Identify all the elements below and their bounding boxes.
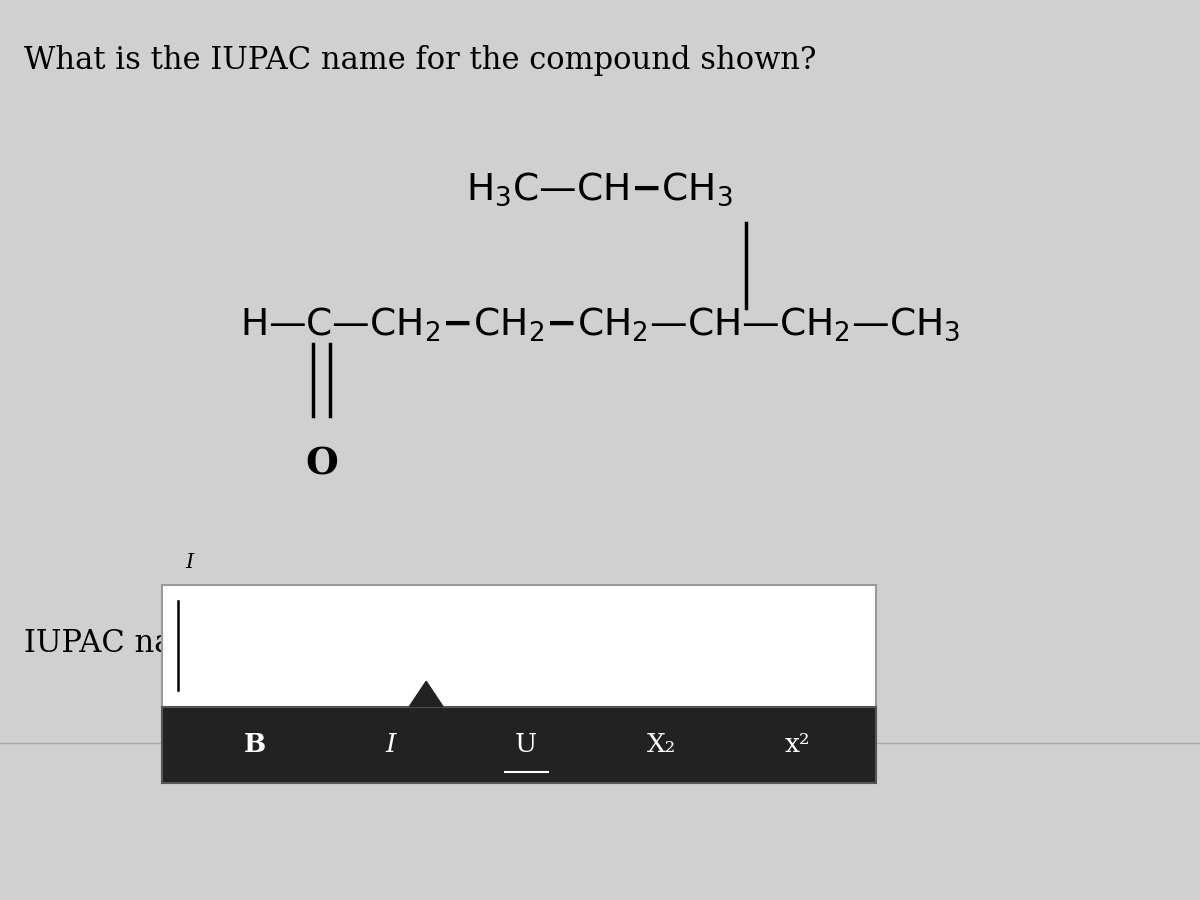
Text: $\mathrm{H}$—$\mathrm{C}$—$\mathrm{CH_2}$−$\mathrm{CH_2}$−$\mathrm{CH_2}$—$\math: $\mathrm{H}$—$\mathrm{C}$—$\mathrm{CH_2}…	[240, 305, 960, 343]
Bar	[162, 585, 876, 706]
Text: What is the IUPAC name for the compound shown?: What is the IUPAC name for the compound …	[24, 45, 816, 76]
Text: IUPAC name:: IUPAC name:	[24, 628, 229, 659]
Text: U: U	[515, 733, 538, 757]
Text: $\mathrm{H_3C}$—$\mathrm{CH}$−$\mathrm{CH_3}$: $\mathrm{H_3C}$—$\mathrm{CH}$−$\mathrm{C…	[467, 170, 733, 208]
Polygon shape	[409, 681, 443, 706]
Text: B: B	[244, 733, 266, 757]
Text: O: O	[305, 446, 338, 482]
Text: I: I	[186, 553, 193, 572]
Text: X₂: X₂	[647, 733, 677, 757]
Text: I: I	[385, 733, 396, 757]
Bar	[162, 706, 876, 783]
Text: x²: x²	[785, 733, 810, 757]
